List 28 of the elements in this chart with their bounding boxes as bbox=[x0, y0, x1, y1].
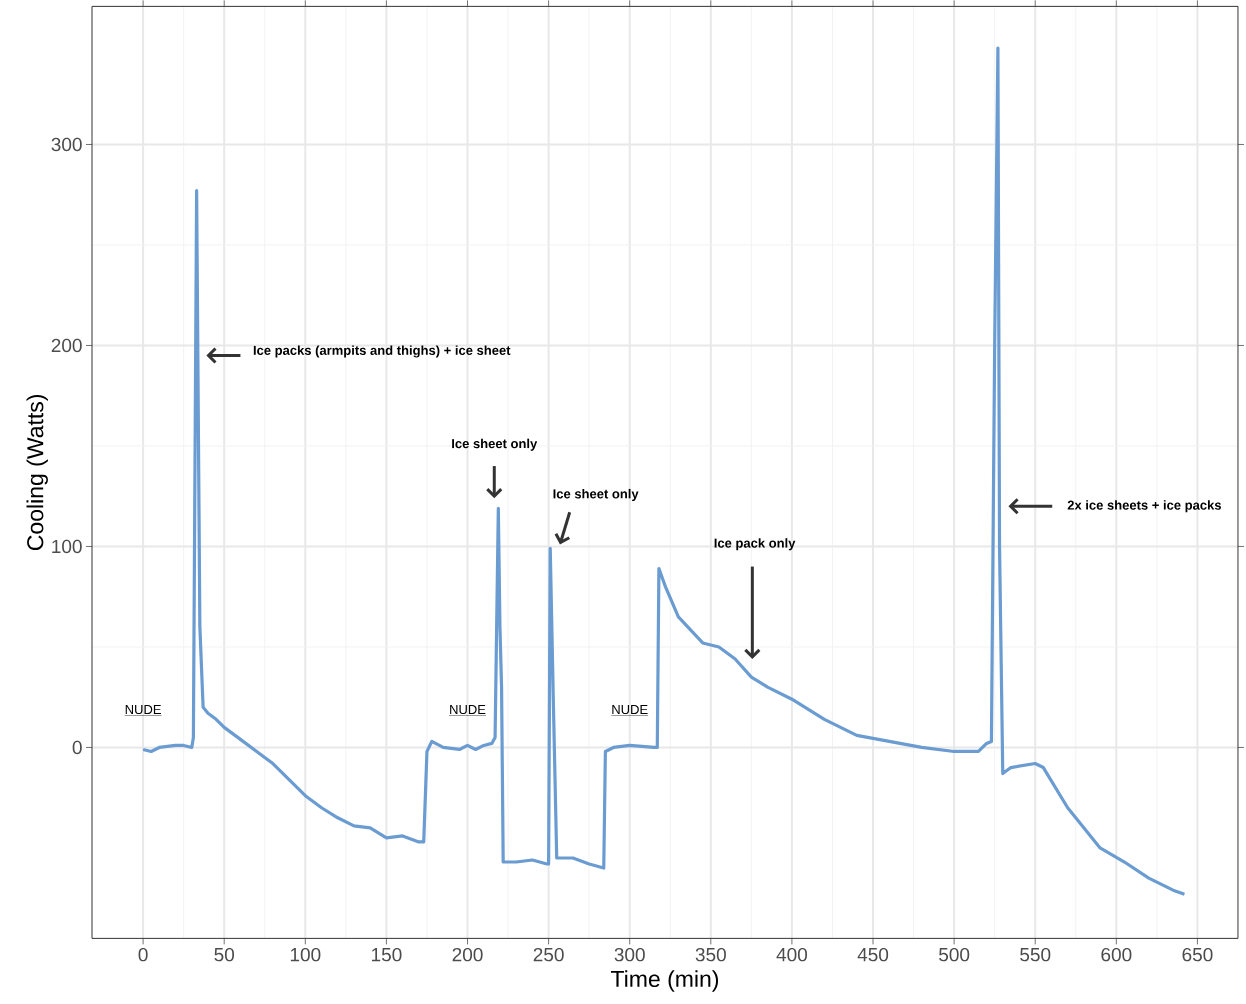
x-tick-label: 650 bbox=[1182, 947, 1213, 962]
x-tick-label: 500 bbox=[939, 947, 970, 962]
annotation: Ice pack only bbox=[714, 537, 796, 551]
x-tick-label: 200 bbox=[452, 947, 483, 962]
annotation: Ice packs (armpits and thighs) + ice sheet bbox=[253, 345, 511, 358]
y-tick-label: 200 bbox=[51, 338, 82, 352]
y-axis-title: Cooling (Watts) bbox=[26, 394, 48, 550]
x-tick-label: 300 bbox=[614, 947, 645, 962]
x-tick-label: 550 bbox=[1020, 947, 1051, 962]
x-axis-title: Time (min) bbox=[610, 970, 719, 992]
x-tick-label: 0 bbox=[138, 947, 148, 962]
annotation: NUDE bbox=[612, 704, 648, 714]
y-tick-label: 300 bbox=[51, 137, 82, 152]
x-tick-label: 100 bbox=[290, 947, 321, 962]
annotation: Ice sheet only bbox=[452, 438, 538, 451]
x-tick-label: 50 bbox=[214, 947, 235, 962]
y-tick-label: 0 bbox=[72, 740, 82, 754]
annotation: Ice sheet only bbox=[553, 488, 639, 501]
x-tick-label: 600 bbox=[1101, 947, 1132, 962]
x-tick-label: 150 bbox=[372, 947, 402, 962]
x-tick-label: 250 bbox=[533, 947, 564, 962]
x-tick-label: 400 bbox=[776, 947, 808, 962]
annotation: NUDE bbox=[125, 704, 161, 714]
annotation: 2x ice sheets + ice packs bbox=[1067, 500, 1221, 513]
y-tick-label: 100 bbox=[52, 539, 82, 553]
x-tick-label: 350 bbox=[695, 947, 726, 962]
x-tick-label: 450 bbox=[857, 947, 889, 962]
annotation: NUDE bbox=[450, 704, 486, 714]
